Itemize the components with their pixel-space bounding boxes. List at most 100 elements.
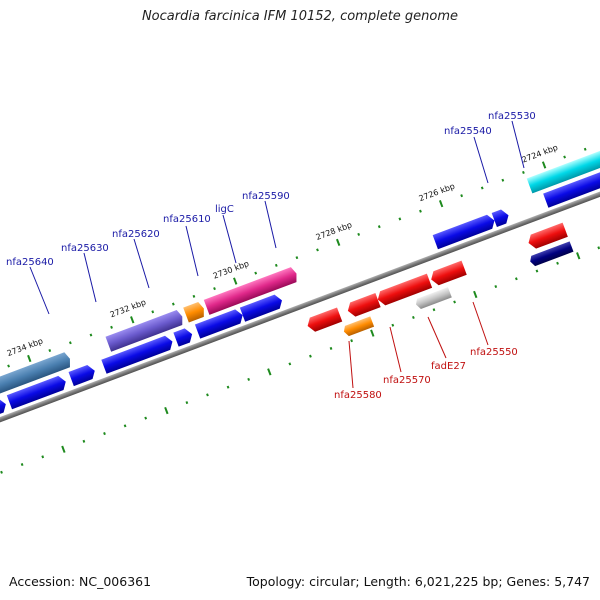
kbp-label: 2732 kbp: [109, 298, 147, 320]
minor-tick: [398, 217, 402, 221]
feature-arrow-pink[interactable]: [203, 266, 299, 315]
minor-tick: [206, 393, 209, 397]
leader-line: [511, 120, 525, 169]
gene-label[interactable]: nfa25540: [444, 126, 492, 137]
gene-label[interactable]: nfa25530: [488, 111, 536, 122]
minor-tick: [514, 277, 518, 281]
kbp-label: 2726 kbp: [418, 182, 456, 204]
minor-tick: [494, 284, 498, 289]
cds-arrow-reverse[interactable]: [345, 293, 381, 318]
minor-tick: [213, 287, 216, 291]
minor-tick: [583, 147, 587, 151]
minor-tick: [185, 401, 189, 405]
minor-tick: [295, 256, 299, 260]
cds-arrow-forward[interactable]: [0, 397, 8, 432]
minor-tick: [563, 155, 566, 159]
cds-arrow-forward[interactable]: [194, 308, 245, 339]
leader-line: [222, 214, 237, 264]
leader-line: [29, 266, 50, 315]
accession-text: Accession: NC_006361: [9, 574, 152, 589]
gene-label[interactable]: ligC: [215, 204, 234, 215]
minor-tick: [309, 354, 312, 358]
gene-label[interactable]: nfa25580: [334, 390, 382, 401]
cds-arrow-forward[interactable]: [173, 327, 194, 347]
minor-tick: [460, 194, 464, 198]
gene-label[interactable]: fadE27: [431, 361, 466, 372]
minor-tick: [226, 385, 230, 389]
gene-label[interactable]: nfa25620: [112, 229, 160, 240]
cds-arrow-forward[interactable]: [101, 334, 175, 374]
kbp-label: 2730 kbp: [212, 259, 250, 281]
cds-arrow-forward[interactable]: [68, 363, 98, 387]
minor-tick: [556, 261, 559, 265]
minor-tick: [274, 263, 278, 267]
minor-tick: [192, 294, 196, 298]
minor-tick: [391, 323, 395, 327]
minor-tick: [254, 271, 258, 275]
minor-tick: [419, 209, 422, 213]
gene-label[interactable]: nfa25610: [163, 214, 211, 225]
inner-tick-row: [0, 246, 600, 474]
minor-tick: [110, 325, 113, 329]
cds-arrow-reverse[interactable]: [375, 273, 433, 307]
minor-tick: [329, 346, 333, 350]
major-tick: [27, 354, 32, 363]
feature-arrow-reverse-navy[interactable]: [528, 241, 574, 267]
leader-line: [133, 238, 150, 289]
minor-tick: [522, 170, 525, 175]
major-tick: [61, 445, 66, 453]
cds-arrow-forward[interactable]: [6, 374, 68, 410]
minor-tick: [288, 362, 292, 366]
outer-tick-row: [7, 147, 587, 368]
leader-line: [264, 200, 277, 249]
feature-arrow-reverse-gray[interactable]: [414, 287, 452, 310]
minor-tick: [377, 225, 381, 229]
minor-tick: [480, 186, 484, 190]
major-tick: [164, 406, 169, 415]
feature-arrow-slateblue[interactable]: [105, 309, 186, 352]
gene-label[interactable]: nfa25630: [61, 243, 109, 254]
minor-tick: [41, 455, 45, 459]
major-tick: [130, 316, 135, 324]
gene-label[interactable]: nfa25550: [470, 347, 518, 358]
feature-arrow-cyan[interactable]: [526, 147, 600, 194]
minor-tick: [535, 269, 539, 273]
minor-tick: [171, 302, 175, 306]
cds-arrow-forward[interactable]: [432, 213, 497, 250]
major-tick: [473, 290, 478, 299]
minor-tick: [151, 310, 155, 314]
feature-arrow-steelblue[interactable]: [0, 351, 73, 414]
cds-arrow-reverse[interactable]: [305, 307, 343, 333]
leader-line: [472, 301, 489, 346]
cds-arrow-forward[interactable]: [543, 166, 600, 208]
leader-line: [427, 316, 447, 359]
major-tick: [438, 200, 444, 208]
feature-arrow-reverse-orange[interactable]: [342, 316, 375, 337]
kbp-label: 2734 kbp: [6, 336, 44, 358]
minor-tick: [350, 339, 353, 343]
kbp-label: 2728 kbp: [315, 220, 353, 242]
minor-tick: [316, 248, 319, 252]
major-tick: [267, 368, 272, 376]
minor-tick: [123, 424, 127, 428]
cds-arrow-forward[interactable]: [239, 293, 285, 322]
major-tick: [233, 277, 238, 285]
kbp-label: 2724 kbp: [521, 143, 559, 165]
genome-backbone: [0, 127, 600, 485]
gene-label[interactable]: nfa25640: [6, 257, 54, 268]
minor-tick: [103, 432, 106, 436]
cds-arrow-reverse[interactable]: [429, 260, 467, 287]
minor-tick: [432, 308, 436, 312]
minor-tick: [20, 463, 24, 467]
minor-tick: [48, 348, 52, 353]
gene-label[interactable]: nfa25570: [383, 375, 431, 386]
cds-arrow-forward[interactable]: [491, 208, 511, 228]
minor-tick: [89, 333, 93, 337]
major-tick: [370, 329, 375, 337]
major-tick: [576, 252, 581, 260]
feature-arrow-orange[interactable]: [183, 301, 206, 323]
cds-arrow-reverse[interactable]: [526, 222, 568, 251]
gene-label[interactable]: nfa25590: [242, 191, 290, 202]
major-tick: [336, 238, 341, 247]
